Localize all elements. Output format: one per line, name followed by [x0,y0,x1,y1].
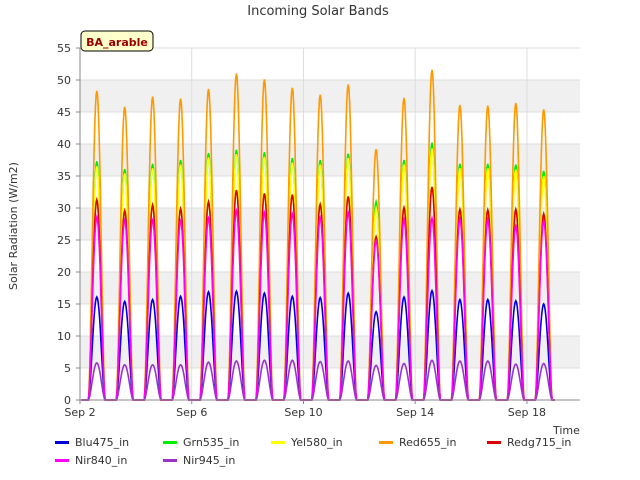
legend: Blu475_in Grn535_in Yel580_in Red655_in Redg… [55,434,615,468]
legend-item-blu475_in: Blu475_in [55,434,163,450]
y-tick-label: 55 [57,42,71,55]
y-tick-label: 50 [57,74,71,87]
y-tick-label: 25 [57,234,71,247]
legend-item-grn535_in: Grn535_in [163,434,271,450]
x-tick-label: Sep 6 [176,406,207,419]
axes: 0 5 10 15 20 25 30 35 40 45 50 55 Sep 2 Sep 6 Sep 10 Se… [57,42,580,419]
series-layer [81,69,555,401]
legend-item-redg715_in: Redg715_in [487,434,595,450]
site-label-badge: BA_arable [80,30,154,52]
grid-band [80,208,580,240]
y-tick-label: 5 [64,362,71,375]
legend-label: Blu475_in [75,435,130,449]
legend-swatch [163,458,177,462]
y-tick-label: 20 [57,266,71,279]
legend-swatch [55,440,69,444]
grid-band [80,272,580,304]
site-label: BA_arable [86,36,148,49]
legend-label: Nir945_in [183,453,236,467]
legend-label: Nir840_in [75,453,128,467]
y-tick-label: 15 [57,298,71,311]
legend-label: Grn535_in [183,435,240,449]
series-line-red655_in [81,69,555,401]
x-tick-label: Sep 18 [508,406,546,419]
legend-swatch [271,440,285,444]
x-axis-label: Time [552,424,580,437]
legend-swatch [55,458,69,462]
y-axis-label: Solar Radiation (W/m2) [7,162,20,290]
x-tick-label: Sep 2 [64,406,95,419]
y-tick-label: 35 [57,170,71,183]
legend-swatch [379,440,393,444]
grid-band [80,336,580,368]
y-tick-label: 30 [57,202,71,215]
y-tick-label: 10 [57,330,71,343]
legend-item-yel580_in: Yel580_in [271,434,379,450]
legend-item-red655_in: Red655_in [379,434,487,450]
series-line-blu475_in [81,288,555,401]
legend-swatch [487,440,501,444]
y-tick-label: 45 [57,106,71,119]
legend-label: Yel580_in [291,435,343,449]
series-line-nir840_in [81,207,555,401]
x-tick-label: Sep 10 [284,406,322,419]
y-tick-label: 40 [57,138,71,151]
y-tick-label: 0 [64,394,71,407]
series-line-nir945_in [81,359,555,401]
chart-title: Incoming Solar Bands [247,4,389,19]
grid-band [80,144,580,176]
x-tick-label: Sep 14 [396,406,434,419]
legend-item-nir840_in: Nir840_in [55,452,163,468]
legend-swatch [163,440,177,444]
grid-band [80,80,580,112]
legend-label: Redg715_in [507,435,572,449]
legend-item-nir945_in: Nir945_in [163,452,271,468]
legend-label: Red655_in [399,435,457,449]
plot-background [80,48,580,400]
